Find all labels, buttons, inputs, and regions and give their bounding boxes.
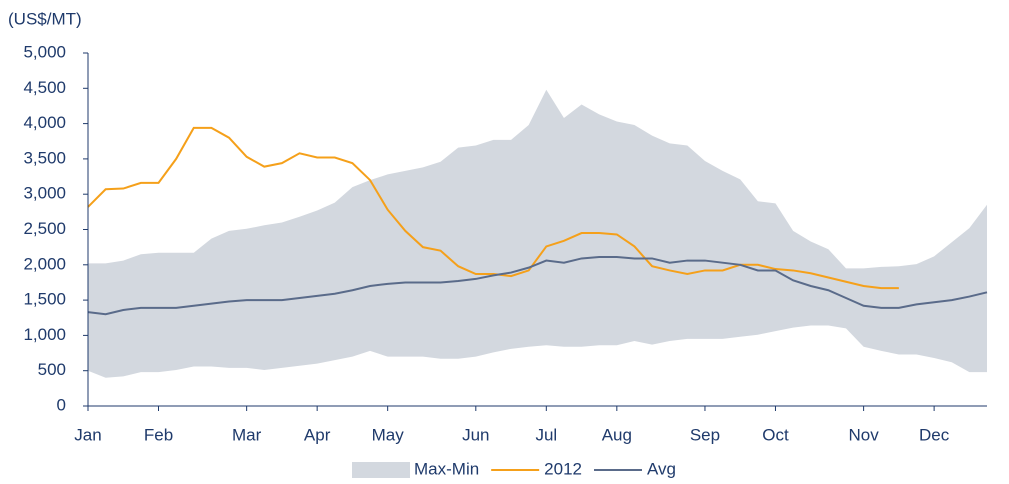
legend-swatch <box>352 462 410 478</box>
x-tick-label: Nov <box>848 425 879 444</box>
y-tick-label: 500 <box>38 360 66 379</box>
x-tick-label: Aug <box>602 425 632 444</box>
x-tick-label: Jan <box>74 425 101 444</box>
y-tick-label: 4,500 <box>23 78 66 97</box>
y-tick-label: 2,000 <box>23 254 66 273</box>
x-tick-label: Mar <box>232 425 262 444</box>
legend-label: Max-Min <box>414 459 479 478</box>
y-tick-label: 1,500 <box>23 290 66 309</box>
unit-label: (US$/MT) <box>8 9 82 28</box>
x-tick-label: Sep <box>690 425 720 444</box>
legend-label: 2012 <box>544 459 582 478</box>
line <box>87 256 988 316</box>
x-tick-label: Oct <box>762 425 789 444</box>
y-tick-label: 1,000 <box>23 325 66 344</box>
x-tick-label: Feb <box>144 425 173 444</box>
x-tick-label: Dec <box>919 425 950 444</box>
line <box>87 126 899 290</box>
range-area <box>88 89 987 378</box>
y-tick-label: 3,000 <box>23 184 66 203</box>
y-tick-label: 4,000 <box>23 113 66 132</box>
y-tick-label: 5,000 <box>23 42 66 61</box>
legend-label: Avg <box>647 459 676 478</box>
x-tick-label: Apr <box>304 425 331 444</box>
y-tick-label: 2,500 <box>23 219 66 238</box>
y-tick-label: 0 <box>57 395 66 414</box>
x-tick-label: Jul <box>535 425 557 444</box>
x-tick-label: Jun <box>462 425 489 444</box>
x-tick-label: May <box>372 425 405 444</box>
y-tick-label: 3,500 <box>23 148 66 167</box>
